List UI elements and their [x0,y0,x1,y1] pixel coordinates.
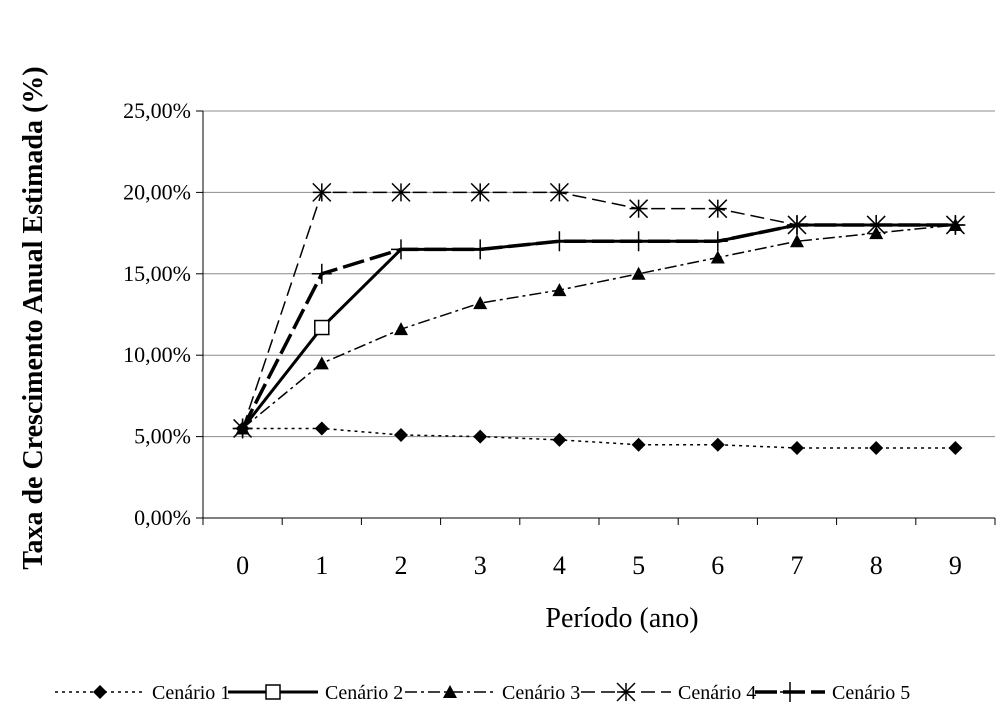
y-tick-label: 15,00% [123,261,191,286]
legend-label: Cenário 3 [502,682,580,704]
series-line [242,224,956,430]
data-point [549,231,570,252]
y-tick-label: 0,00% [134,505,191,530]
data-point [787,214,807,235]
x-tick-label: 5 [632,551,645,580]
x-tick-label: 1 [315,551,328,580]
data-point [629,199,649,219]
data-point [710,250,725,264]
data-point [710,437,725,452]
data-point [470,239,491,260]
series-2 [241,223,956,430]
series-line [241,191,956,429]
data-point [473,296,488,310]
data-point [866,214,887,235]
legend-marker [780,682,800,702]
legend-marker [443,685,457,698]
axes [196,110,996,525]
data-point [790,440,804,455]
y-tick-labels: 0,00% 5,00% 10,00% 15,00% 20,00% 25,00% [123,98,191,530]
x-axis-title: Período (ano) [545,603,698,634]
data-point [631,437,646,452]
legend-marker [265,684,281,700]
y-tick-label: 10,00% [123,342,191,367]
data-point [945,214,966,235]
x-tick-label: 6 [711,551,724,580]
data-point [473,429,488,444]
x-tick-label: 2 [395,551,408,580]
legend-item-1: Cenário 1 [55,682,230,704]
series-1 [235,421,963,455]
series-line [241,223,956,430]
data-point [790,234,804,248]
series-3 [235,217,963,435]
x-tick-label: 3 [474,551,487,580]
y-tick-label: 20,00% [123,179,191,204]
x-tick-label: 4 [553,551,566,580]
series-lines [232,182,966,455]
x-tick-label: 0 [236,551,249,580]
legend-item-5: Cenário 5 [755,682,910,704]
legend-label: Cenário 1 [152,682,230,704]
data-point [314,421,329,436]
data-point [391,182,411,202]
data-point [708,199,728,219]
legend-marker [616,682,636,702]
data-point [312,182,332,202]
legend: Cenário 1 Cenário 2 Cenário 3 Cenário 4 Cená… [55,682,910,704]
data-point [470,182,490,202]
data-point [552,432,567,447]
x-tick-labels: 0 1 2 3 4 5 6 7 8 9 [236,551,962,580]
legend-item-2: Cenário 2 [228,682,403,704]
x-tick-label: 7 [791,551,804,580]
data-point [707,231,728,252]
legend-label: Cenário 5 [832,682,910,704]
series-4 [233,182,965,438]
data-point [948,440,963,455]
data-point [314,356,329,370]
legend-label: Cenário 4 [678,682,756,704]
data-point [549,182,569,202]
x-tick-label: 8 [870,551,883,580]
data-point [394,427,408,442]
series-line [241,223,956,430]
x-tick-label: 9 [949,551,962,580]
legend-marker [93,685,107,699]
data-point [394,322,408,336]
series-line [242,427,956,449]
y-tick-label: 25,00% [123,98,191,123]
legend-label: Cenário 2 [325,682,403,704]
legend-item-3: Cenário 3 [405,682,580,704]
series-5 [232,214,966,439]
data-point [628,231,649,252]
data-point [552,283,567,297]
y-axis-title: Taxa de Crescimento Anual Estimada (%) [18,66,49,569]
data-point [311,263,332,284]
data-point [232,418,253,439]
data-point [631,266,646,280]
data-point [391,239,411,260]
data-point [314,319,330,336]
legend-item-4: Cenário 4 [581,682,756,704]
y-tick-label: 5,00% [134,424,191,449]
data-point [869,440,884,455]
